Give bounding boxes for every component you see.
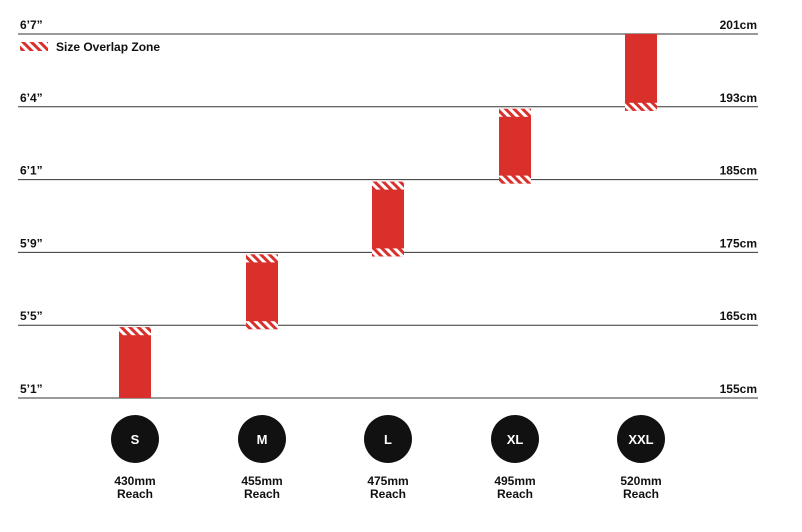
y-tick-label-metric: 193cm	[720, 91, 757, 105]
y-tick-label-metric: 165cm	[720, 309, 757, 323]
legend-label: Size Overlap Zone	[56, 40, 160, 54]
legend: Size Overlap Zone	[20, 40, 160, 54]
y-tick-label-imperial: 6’1”	[20, 164, 43, 178]
reach-label: Reach	[497, 487, 533, 501]
size-badge-label: XXL	[628, 432, 653, 447]
y-tick-label-imperial: 6’4”	[20, 91, 43, 105]
size-badge	[491, 415, 539, 463]
y-tick-label-metric: 155cm	[720, 382, 757, 396]
overlap-zone-bottom	[372, 248, 404, 257]
size-range-bar	[499, 108, 531, 184]
grid-lines: 5’1” 5’5” 5’9” 6’1” 6’4” 6’7” 155cm 165cm 175cm 1…	[18, 18, 758, 399]
overlap-zone-top	[499, 108, 531, 117]
size-range-bar	[625, 34, 657, 111]
size-badge	[238, 415, 286, 463]
size-range-bar	[119, 327, 151, 398]
reach-label: Reach	[370, 487, 406, 501]
y-tick-label-imperial: 5’9”	[20, 236, 43, 250]
reach-value: 495mm	[494, 474, 535, 488]
reach-value: 475mm	[367, 474, 408, 488]
reach-label: Reach	[623, 487, 659, 501]
reach-value: 455mm	[241, 474, 282, 488]
overlap-zone-top	[246, 254, 278, 263]
size-badge-label: S	[131, 432, 140, 447]
y-tick-label-imperial: 5’1”	[20, 382, 43, 396]
size-badge	[111, 415, 159, 463]
size-range-bars	[119, 34, 657, 398]
size-badge-label: L	[384, 432, 392, 447]
y-tick-label-metric: 175cm	[720, 236, 757, 250]
y-tick-label-metric: 185cm	[720, 164, 757, 178]
size-badges: S430mmReachM455mmReachL475mmReachXL495mm…	[111, 415, 665, 501]
reach-value: 520mm	[620, 474, 661, 488]
overlap-zone-bottom	[625, 102, 657, 111]
overlap-zone-bottom	[246, 321, 278, 330]
overlap-zone-bottom	[499, 175, 531, 184]
size-badge	[364, 415, 412, 463]
reach-label: Reach	[244, 487, 280, 501]
y-tick-label-imperial: 6’7”	[20, 18, 43, 32]
overlap-zone-top	[119, 327, 151, 336]
size-range-bar	[246, 254, 278, 330]
overlap-zone-top	[372, 181, 404, 190]
size-badge-label: M	[257, 432, 268, 447]
reach-value: 430mm	[114, 474, 155, 488]
size-badge-label: XL	[507, 432, 524, 447]
legend-swatch	[20, 42, 48, 51]
y-tick-label-imperial: 5’5”	[20, 309, 43, 323]
reach-label: Reach	[117, 487, 153, 501]
size-range-bar	[372, 181, 404, 257]
size-badge	[617, 415, 665, 463]
y-tick-label-metric: 201cm	[720, 18, 757, 32]
